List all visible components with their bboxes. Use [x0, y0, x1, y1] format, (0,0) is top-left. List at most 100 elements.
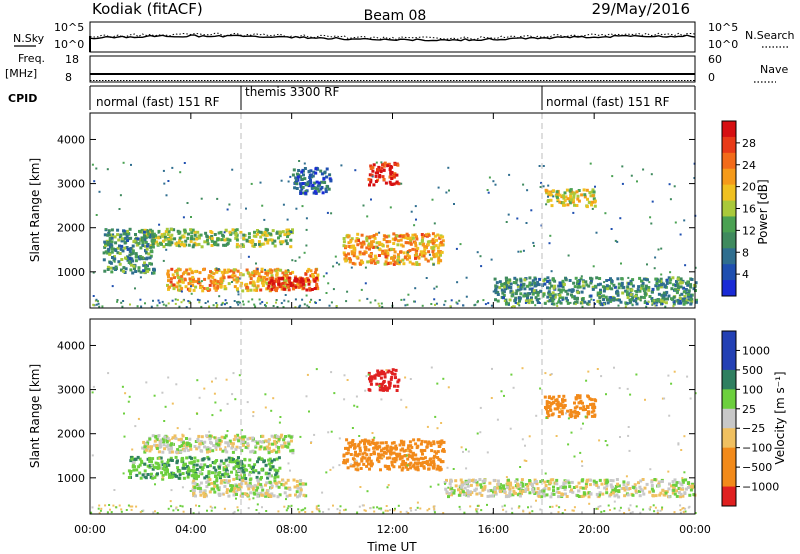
data-cell	[353, 404, 356, 407]
data-cell	[371, 438, 375, 442]
data-cell	[582, 422, 584, 425]
data-cell	[575, 405, 579, 409]
data-cell	[344, 508, 347, 511]
data-cell	[508, 487, 512, 491]
data-cell	[116, 300, 119, 303]
data-cell	[573, 297, 577, 300]
power-colorbar-tick: 28	[742, 137, 756, 150]
data-cell	[380, 508, 383, 511]
data-cell	[595, 483, 599, 487]
data-cell	[587, 200, 591, 204]
velocity-colorbar-swatch	[722, 350, 736, 371]
data-cell	[346, 451, 350, 455]
data-cell	[168, 450, 172, 454]
data-cell	[399, 250, 403, 254]
data-cell	[527, 301, 531, 305]
data-cell	[316, 287, 320, 291]
data-cell	[146, 267, 150, 271]
data-cell	[494, 492, 498, 496]
data-cell	[156, 472, 159, 476]
data-cell	[611, 488, 615, 492]
data-cell	[379, 170, 383, 174]
data-cell	[589, 194, 593, 198]
data-cell	[293, 485, 297, 489]
data-cell	[261, 233, 265, 237]
noise-sky-trace	[89, 34, 696, 42]
data-cell	[260, 493, 264, 497]
data-cell	[349, 240, 353, 244]
data-cell	[95, 303, 98, 306]
data-cell	[217, 268, 220, 271]
data-cell	[613, 285, 617, 289]
data-cell	[672, 283, 676, 287]
data-cell	[661, 488, 665, 492]
data-cell	[235, 497, 237, 500]
data-cell	[116, 251, 120, 255]
data-cell	[271, 486, 274, 489]
data-cell	[385, 262, 389, 266]
data-cell	[508, 298, 512, 302]
x-tick-label: 04:00	[175, 523, 207, 536]
data-cell	[295, 479, 299, 483]
data-cell	[399, 243, 403, 247]
data-cell	[181, 433, 184, 436]
data-cell	[182, 243, 186, 247]
data-cell	[98, 512, 101, 515]
data-cell	[151, 476, 155, 480]
data-cell	[133, 267, 136, 271]
data-cell	[376, 246, 379, 249]
data-cell	[450, 479, 453, 483]
data-cell	[421, 457, 425, 461]
data-cell	[103, 245, 107, 249]
power-colorbar-swatch	[722, 264, 736, 281]
data-cell	[373, 236, 377, 240]
data-cell	[635, 302, 639, 306]
data-cell	[270, 238, 274, 242]
data-cell	[372, 234, 376, 238]
data-cell	[632, 486, 636, 489]
data-cell	[437, 467, 441, 470]
data-cell	[281, 271, 285, 275]
data-cell	[647, 300, 650, 303]
data-cell	[438, 440, 442, 444]
data-cell	[581, 465, 584, 467]
data-cell	[249, 277, 253, 281]
data-cell	[175, 268, 179, 272]
data-cell	[270, 287, 274, 291]
data-cell	[339, 505, 342, 508]
data-cell	[232, 489, 235, 493]
data-cell	[533, 281, 537, 285]
data-cell	[375, 441, 379, 445]
data-cell	[354, 239, 358, 243]
data-cell	[514, 480, 518, 483]
data-cell	[193, 486, 197, 489]
data-cell	[581, 284, 585, 288]
data-cell	[372, 451, 376, 455]
data-cell	[206, 446, 210, 450]
data-cell	[631, 284, 635, 288]
data-cell	[567, 254, 570, 257]
data-cell	[146, 473, 150, 476]
data-cell	[589, 279, 593, 283]
data-cell	[399, 510, 402, 513]
data-cell	[605, 478, 609, 482]
data-cell	[551, 294, 555, 298]
data-cell	[178, 305, 181, 308]
data-cell	[267, 472, 271, 476]
data-cell	[530, 482, 534, 486]
data-cell	[396, 262, 400, 265]
data-cell	[351, 439, 355, 442]
data-cell	[295, 182, 299, 186]
data-cell	[158, 223, 161, 226]
data-cell	[267, 451, 271, 455]
data-cell	[193, 237, 197, 241]
data-cell	[220, 270, 224, 274]
data-cell	[546, 404, 550, 408]
data-cell	[464, 493, 468, 497]
data-cell	[235, 493, 238, 496]
data-cell	[426, 460, 429, 464]
data-cell	[214, 446, 218, 449]
data-cell	[137, 417, 140, 420]
data-cell	[404, 463, 408, 467]
data-cell	[519, 466, 522, 468]
